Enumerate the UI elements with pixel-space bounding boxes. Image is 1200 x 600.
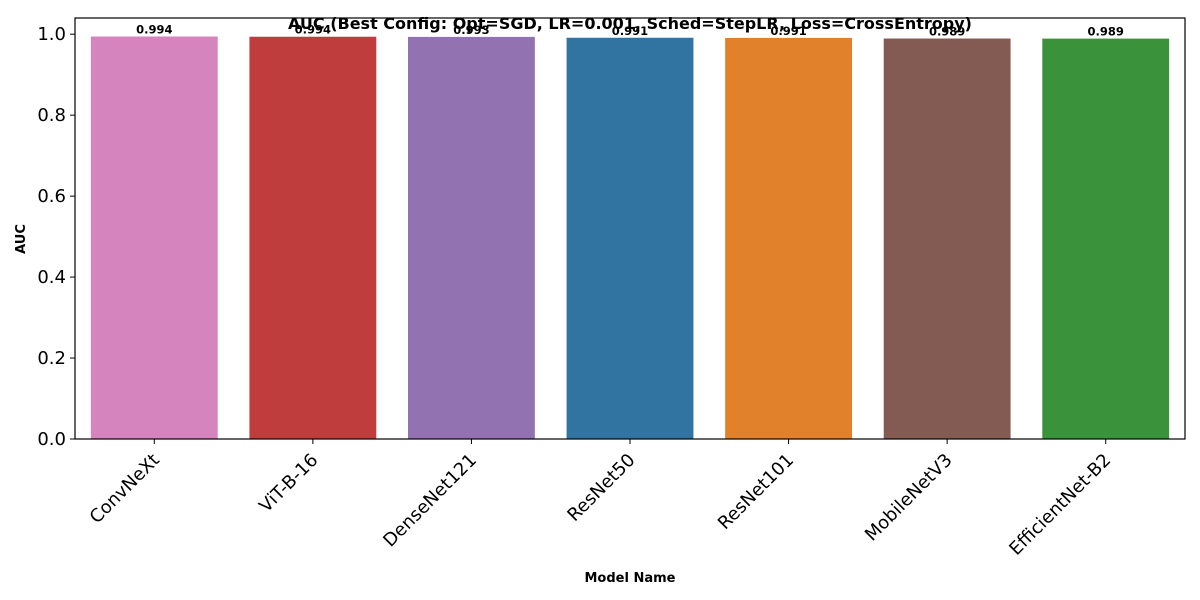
x-tick-label: MobileNetV3: [861, 450, 957, 546]
y-tick-label: 0.6: [37, 186, 66, 207]
value-label: 0.994: [136, 23, 172, 37]
value-label: 0.993: [453, 23, 489, 37]
value-label: 0.991: [770, 24, 806, 38]
bar-densenet121: [408, 36, 535, 440]
y-tick-label: 0.2: [37, 348, 66, 369]
x-tick-label: DenseNet121: [379, 450, 481, 552]
bar-resnet101: [725, 37, 852, 440]
bar-resnet50: [566, 37, 694, 439]
chart-title: AUC (Best Config: Opt=SGD, LR=0.001, Sch…: [288, 14, 972, 33]
bar-efficientnet-b2: [1042, 38, 1170, 439]
x-axis: ConvNeXt ViT-B-16 DenseNet121 ResNet50 ResNe…: [86, 439, 1115, 560]
plot-area: 0.994 0.994 0.993 0.991 0.991 0.989 0.989 0.00…: [37, 17, 1186, 560]
value-label: 0.991: [612, 24, 648, 38]
y-axis-label: AUC: [14, 224, 29, 254]
value-labels: 0.994 0.994 0.993 0.991 0.991 0.989 0.989: [136, 23, 1124, 39]
value-label: 0.989: [929, 25, 965, 39]
value-label: 0.989: [1088, 25, 1124, 39]
y-tick-label: 1.0: [37, 24, 66, 45]
x-tick-label: ViT-B-16: [255, 450, 322, 517]
x-tick-label: EfficientNet-B2: [1005, 450, 1115, 560]
y-tick-label: 0.8: [37, 105, 66, 126]
bar-vit-b-16: [249, 36, 377, 440]
y-axis: 0.0 0.2 0.4 0.6 0.8 1.0: [37, 24, 75, 450]
value-label: 0.994: [295, 23, 331, 37]
bar-convnext: [90, 36, 218, 439]
bars: [90, 36, 1170, 440]
x-axis-label: Model Name: [585, 571, 676, 586]
x-tick-label: ResNet50: [563, 450, 639, 526]
x-tick-label: ResNet101: [714, 450, 798, 534]
x-tick-label: ConvNeXt: [86, 450, 164, 528]
bar-mobilenetv3: [883, 38, 1011, 440]
y-tick-label: 0.0: [37, 429, 66, 450]
y-tick-label: 0.4: [37, 267, 66, 288]
